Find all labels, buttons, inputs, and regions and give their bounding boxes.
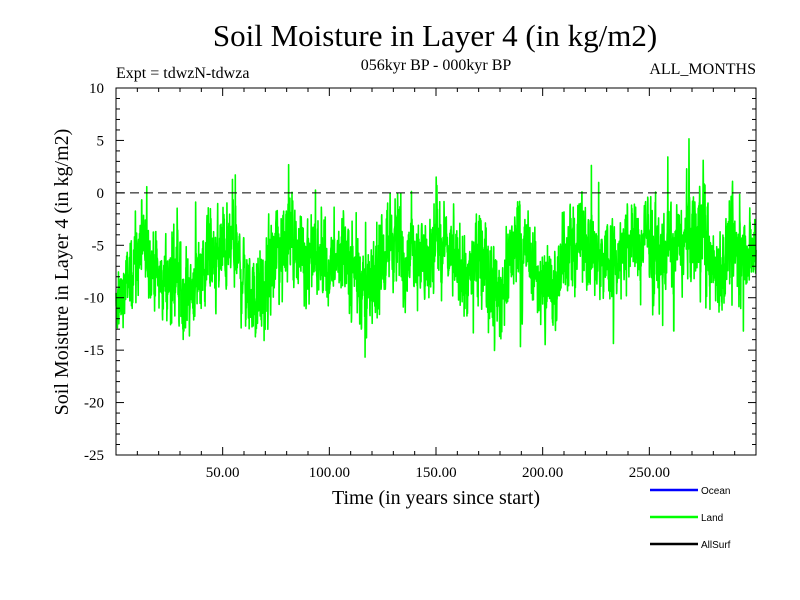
x-axis: 50.00 100.00 150.00 200.00 250.00 [136,88,736,481]
y-tick-label: -10 [84,291,104,307]
x-tick-label: 150.00 [415,465,456,481]
y-tick-label: 10 [89,81,104,97]
x-tick-label: 50.00 [206,465,240,481]
x-tick-label: 100.00 [309,465,350,481]
legend-label-ocean: Ocean [701,486,730,497]
y-axis-label: Soil Moisture in Layer 4 (in kg/m2) [51,129,73,416]
y-tick-label: 5 [97,133,105,149]
plot-area [115,87,757,456]
legend-label-allsurf: AllSurf [701,540,731,551]
y-tick-label: 0 [97,186,105,202]
y-tick-label: -25 [84,448,104,464]
x-axis-label: Time (in years since start) [332,487,540,509]
experiment-label: Expt = tdwzN-tdwza [116,65,249,82]
y-axis: -25 -20 -15 -10 -5 0 5 10 [84,81,756,464]
x-tick-label: 250.00 [629,465,670,481]
period-label: 056kyr BP - 000kyr BP [361,57,512,74]
legend-label-land: Land [701,513,723,524]
chart-title: Soil Moisture in Layer 4 (in kg/m2) [213,18,657,53]
series-line-land [115,138,757,358]
months-label: ALL_MONTHS [649,61,756,78]
y-tick-label: -15 [84,343,104,359]
y-tick-label: -5 [92,238,105,254]
legend: Ocean Land AllSurf [650,486,731,551]
y-tick-label: -20 [84,396,104,412]
x-tick-label: 200.00 [522,465,563,481]
